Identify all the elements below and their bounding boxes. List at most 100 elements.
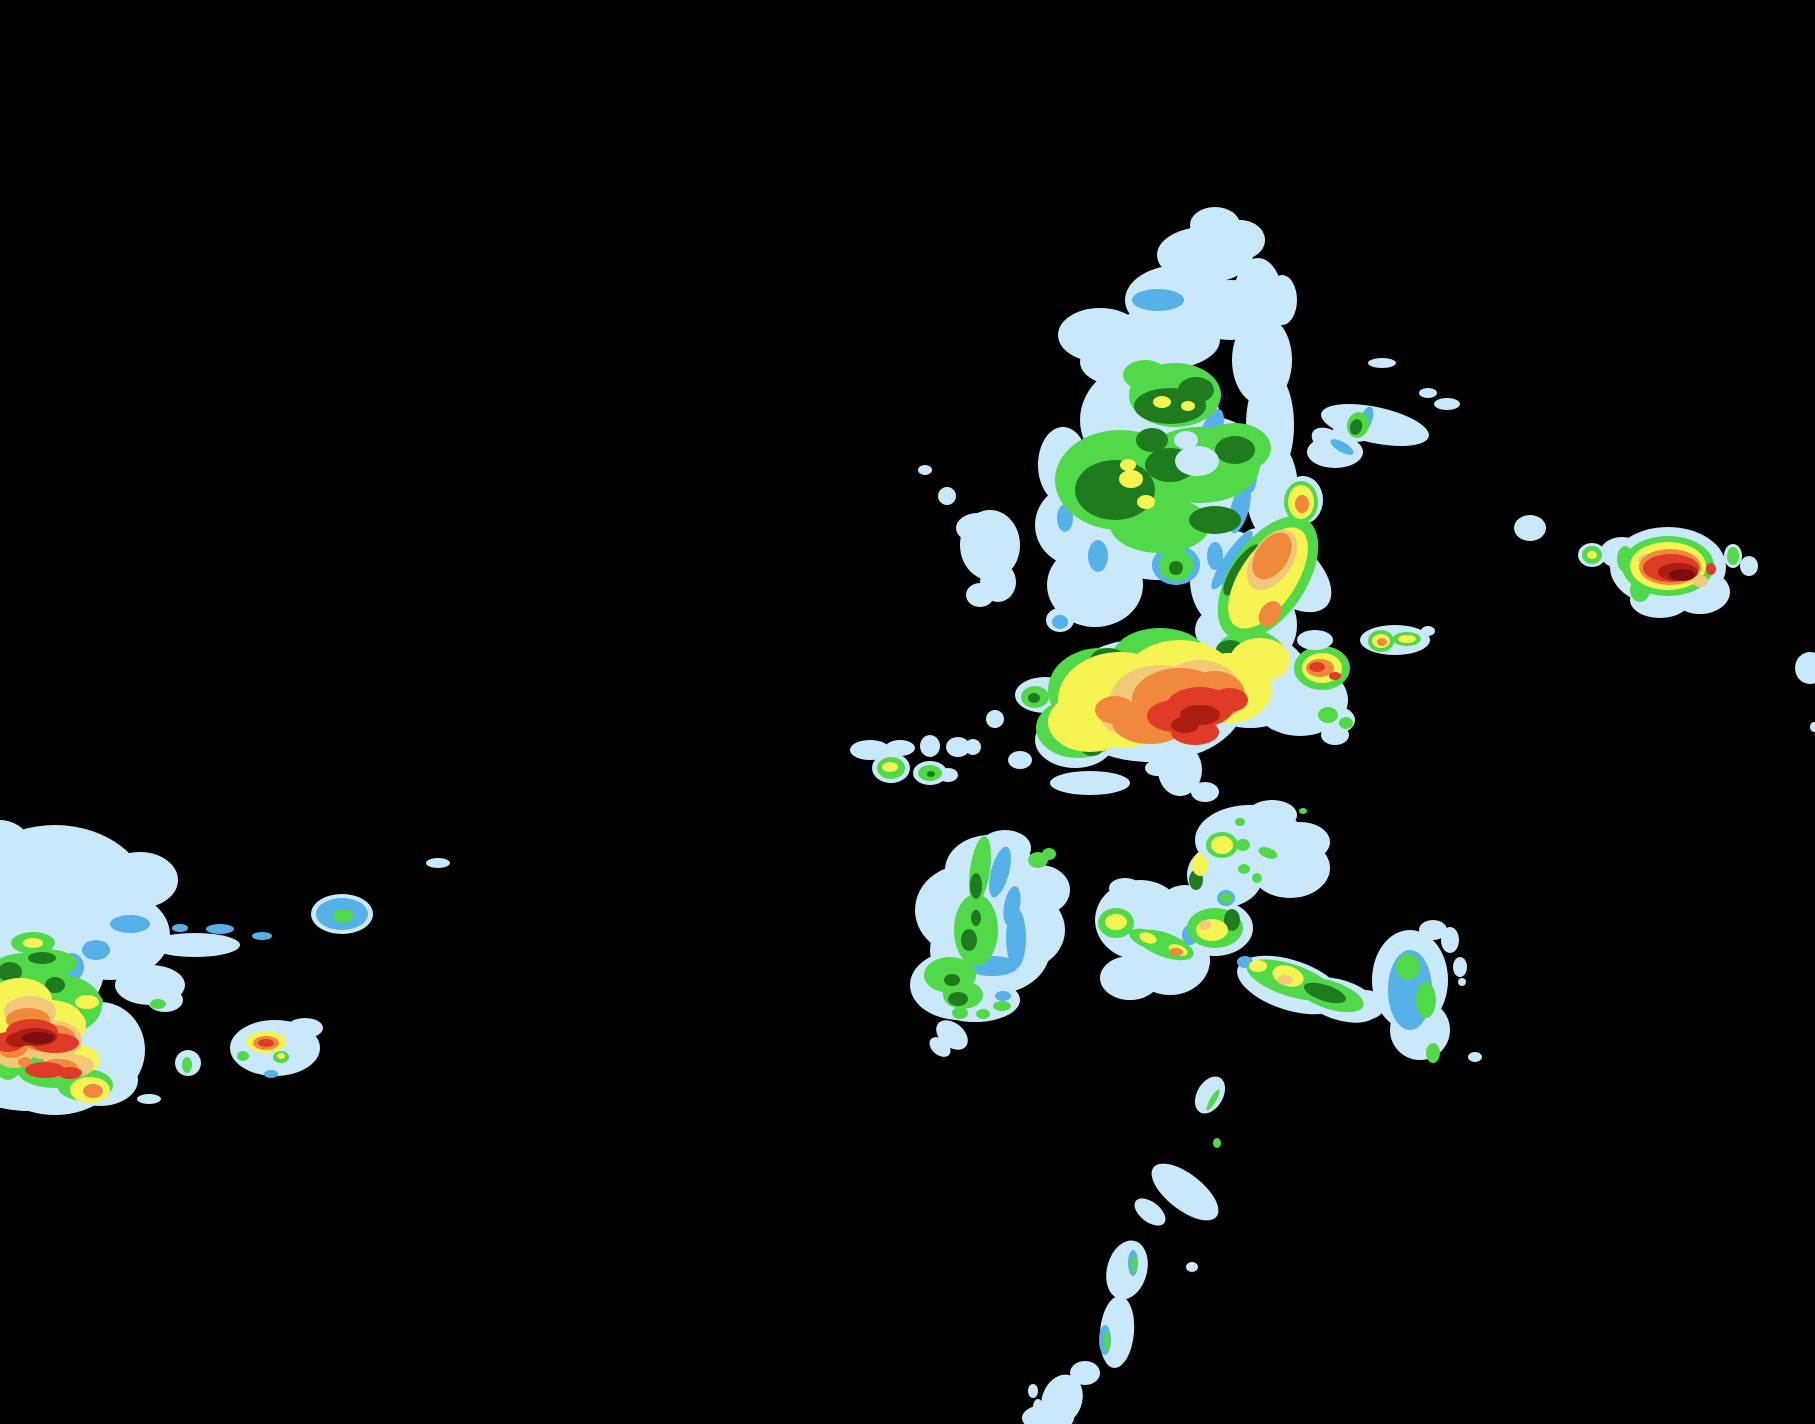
- storm-south-blob-moderate-heavy-precip: [971, 910, 981, 926]
- storm-central-complex-very-light-precip: [994, 521, 1010, 535]
- storm-south-blob-light-precip: [1006, 908, 1026, 968]
- storm-trail-south-moderate-precip: [1131, 1255, 1137, 1273]
- storm-southeast-field-very-light-precip: [1109, 878, 1141, 898]
- storm-southeast-field-heavy-precip: [1139, 932, 1157, 944]
- storm-left-edge-hail-core: [22, 1032, 54, 1044]
- storm-supercell-east-severe-precip: [1706, 563, 1716, 575]
- storm-south-blob-light-precip: [995, 991, 1011, 1001]
- storm-main-band-very-light-precip: [966, 583, 994, 607]
- storm-left-edge-moderate-precip: [237, 1051, 249, 1061]
- storm-southeast-field-very-light-precip: [1453, 957, 1467, 977]
- storm-central-complex-very-light-precip: [976, 512, 996, 528]
- storm-main-band-very-light-precip: [920, 735, 940, 757]
- storm-left-edge-moderate-heavy-precip: [28, 952, 56, 964]
- storm-trail-south-very-light-precip: [1186, 1262, 1198, 1272]
- storm-left-edge-very-light-precip: [287, 1018, 323, 1038]
- storm-main-band-very-light-precip: [938, 768, 958, 782]
- storm-main-band-very-light-precip: [965, 739, 981, 755]
- storm-small-cells-south-of-supercell: [1297, 625, 1435, 655]
- storm-left-edge-light-precip: [264, 1070, 278, 1078]
- storm-central-complex-moderate-heavy-precip: [1075, 460, 1155, 520]
- storm-south-blob-moderate-precip: [954, 894, 998, 966]
- storm-southeast-field-very-light-precip: [1191, 782, 1219, 802]
- storm-trail-south-very-light-precip: [1033, 1399, 1043, 1415]
- storm-supercell-east-very-light-precip: [1740, 556, 1758, 576]
- storm-ne-streak: [1307, 358, 1460, 468]
- storm-small-cells-south-of-supercell-very-light-precip: [1297, 630, 1333, 650]
- storm-south-blob-moderate-heavy-precip: [948, 992, 968, 1006]
- storm-left-edge-very-light-precip: [102, 852, 178, 908]
- storm-main-band-heavy-precip: [882, 762, 898, 772]
- storm-central-complex-embedded-light-hole: [1175, 446, 1219, 476]
- storm-ne-streak-very-light-precip: [1307, 436, 1363, 468]
- storm-central-complex-heavy-precip: [1153, 396, 1171, 408]
- storm-southeast-field-moderate-precip: [1252, 873, 1262, 883]
- storm-southeast-field-heavy-precip: [1105, 914, 1127, 930]
- storm-south-blob-very-light-precip: [929, 1037, 951, 1057]
- storm-central-complex-moderate-heavy-precip: [1178, 377, 1214, 403]
- storm-left-edge-moderate-precip: [150, 999, 166, 1009]
- storm-trail-south-very-light-precip: [1194, 1076, 1226, 1114]
- storm-southeast-field-moderate-heavy-precip: [1303, 982, 1347, 1004]
- storm-supercell-east-moderate-precip: [1617, 546, 1633, 572]
- storm-main-band-light-precip: [1052, 615, 1068, 629]
- storm-main-band-severe-precip: [1329, 672, 1341, 680]
- storm-left-edge-heavy-precip: [277, 1053, 285, 1059]
- storm-southeast-field-heavy-precip: [1249, 960, 1267, 972]
- storm-southeast-field-very-light-precip: [1270, 822, 1330, 862]
- storm-left-edge-light-precip: [172, 924, 188, 932]
- storm-southeast-field-very-light-precip: [1168, 763, 1188, 777]
- storm-trail-south: [1022, 1076, 1226, 1424]
- storm-supercell-east-moderate-precip: [1727, 547, 1739, 565]
- storm-trail-south-very-light-precip: [1070, 1361, 1100, 1385]
- storm-right-edge-fragment-very-light-precip: [1795, 652, 1815, 684]
- storm-left-edge-heavy-precip: [75, 995, 99, 1009]
- storm-southeast-field-moderate-precip: [1299, 808, 1307, 814]
- storm-southeast-field-moderate-precip: [1220, 893, 1232, 903]
- storm-left-edge-very-light-precip: [137, 1094, 161, 1104]
- storm-southeast-field-moderate-precip: [1236, 839, 1250, 851]
- storm-main-band-extreme-precip: [1171, 717, 1199, 733]
- storm-small-cells-south-of-supercell-very-light-precip: [1421, 626, 1435, 636]
- storm-trail-south-moderate-precip: [1206, 1089, 1220, 1111]
- storm-trail-south-moderate-precip: [1213, 1138, 1221, 1148]
- storm-main-band-severe-precip: [1309, 662, 1325, 672]
- storm-trail-south-very-light-precip: [1028, 1384, 1038, 1398]
- storm-central-complex-light-precip: [1088, 540, 1108, 572]
- storm-central-complex-intense-precip: [1252, 532, 1292, 580]
- storm-ne-streak-light-precip: [1330, 439, 1354, 455]
- storm-south-blob-moderate-heavy-precip: [961, 929, 977, 951]
- storm-left-edge-heavy-precip: [23, 938, 43, 948]
- storm-main-band-intense-precip: [1095, 696, 1135, 724]
- storm-main-band: [850, 562, 1355, 796]
- storm-left-edge-moderate-precip: [182, 1057, 192, 1073]
- storm-south-blob-moderate-precip: [993, 1001, 1011, 1011]
- storm-central-complex-very-light-precip: [1267, 275, 1297, 325]
- storm-supercell-east-hail-core: [1669, 569, 1695, 581]
- storm-south-blob: [910, 830, 1070, 1057]
- storm-central-complex-heavy-precip: [1119, 470, 1143, 488]
- storm-right-edge-fragment-very-light-precip: [1810, 722, 1815, 732]
- storm-central-complex-intense-precip: [1295, 495, 1309, 513]
- storm-left-edge-severe-precip: [25, 1062, 65, 1078]
- storm-left-edge-very-light-precip: [426, 858, 450, 868]
- storm-ne-streak-very-light-precip: [1419, 388, 1437, 398]
- storm-supercell-east-heavy-precip: [1587, 551, 1597, 559]
- storm-left-edge-severe-precip: [58, 1067, 82, 1079]
- storm-main-band-very-light-precip: [885, 740, 915, 756]
- storm-supercell-east-very-heavy-precip: [1692, 575, 1708, 587]
- storm-central-complex-moderate-heavy-precip: [1215, 436, 1255, 464]
- storm-main-band-very-light-precip: [946, 737, 970, 757]
- storm-central-complex-moderate-heavy-precip: [1189, 506, 1241, 534]
- storm-southeast-field-moderate-precip: [1426, 1043, 1440, 1063]
- storm-south-blob-moderate-heavy-precip: [944, 974, 960, 986]
- storm-left-edge-intense-precip: [18, 1057, 32, 1067]
- storm-southeast-field: [1095, 760, 1482, 1063]
- storm-main-band-very-light-precip: [1050, 771, 1130, 795]
- storm-southeast-field-heavy-precip: [1211, 836, 1233, 854]
- storm-main-band-very-light-precip: [986, 710, 1004, 728]
- storm-central-complex-moderate-heavy-precip: [1169, 561, 1183, 575]
- storm-left-edge-moderate-heavy-precip: [0, 962, 22, 982]
- storm-main-band-moderate-precip: [1318, 707, 1338, 723]
